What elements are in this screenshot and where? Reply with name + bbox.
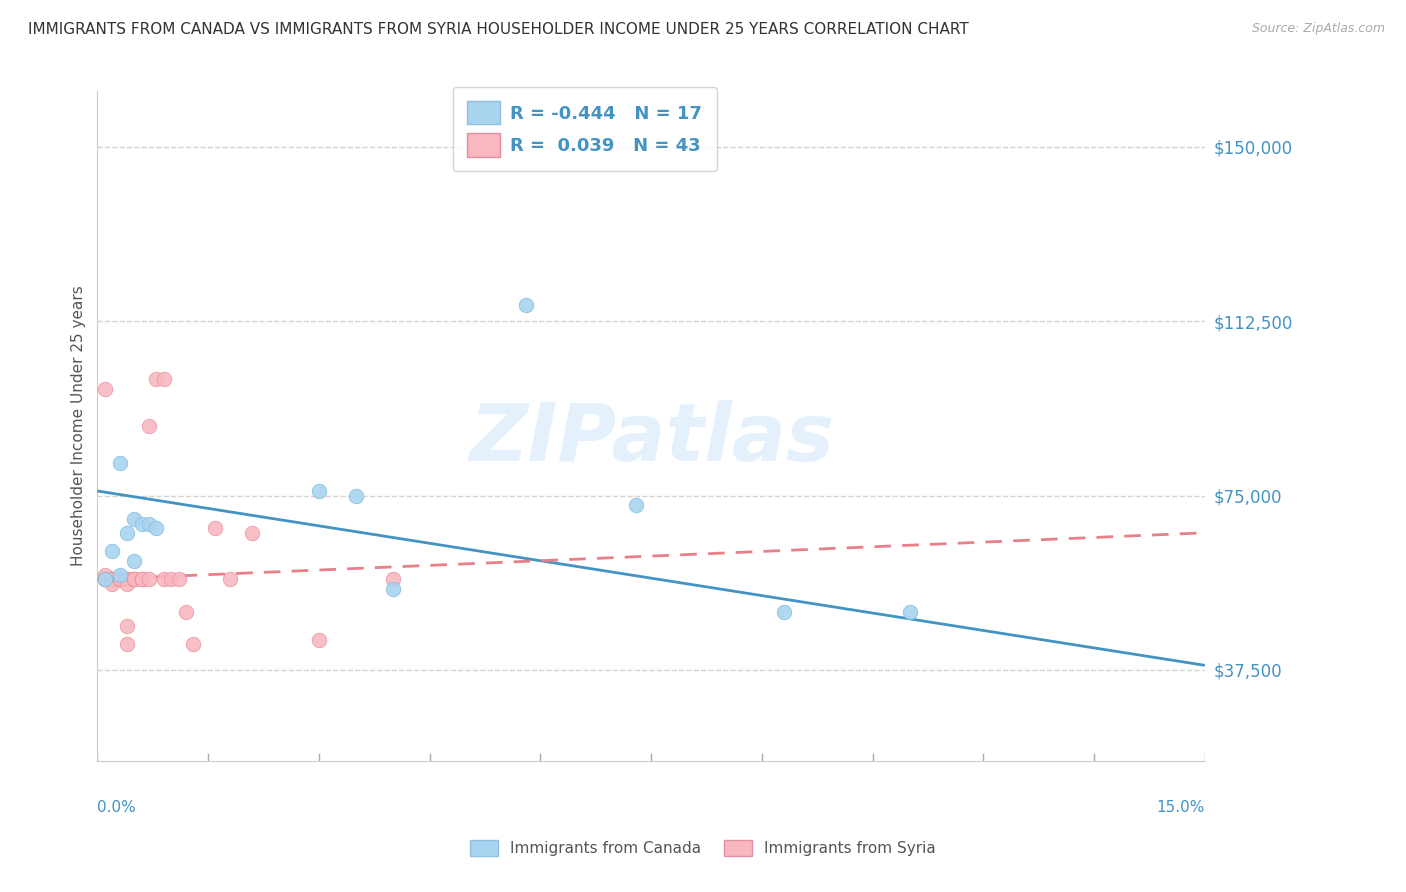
Point: [138, 418, 160, 433]
Point: [93, 572, 115, 586]
Point: [167, 572, 190, 586]
Point: [204, 521, 226, 535]
Point: [101, 572, 124, 586]
Point: [115, 525, 138, 540]
Point: [115, 572, 138, 586]
Point: [381, 582, 404, 596]
Point: [183, 637, 205, 651]
Point: [122, 572, 145, 586]
Point: [898, 605, 921, 619]
Point: [344, 489, 367, 503]
Point: [115, 619, 138, 633]
Point: [145, 521, 167, 535]
Point: [101, 577, 124, 591]
Point: [153, 372, 176, 386]
Point: [93, 382, 115, 396]
Point: [138, 572, 160, 586]
Text: 0.0%: 0.0%: [97, 799, 136, 814]
Point: [101, 572, 124, 586]
Y-axis label: Householder Income Under 25 years: Householder Income Under 25 years: [72, 285, 86, 566]
Point: [131, 572, 153, 586]
Point: [138, 516, 160, 531]
Point: [219, 572, 242, 586]
Point: [515, 298, 537, 312]
Point: [122, 554, 145, 568]
Legend: Immigrants from Canada, Immigrants from Syria: Immigrants from Canada, Immigrants from …: [464, 834, 942, 862]
Point: [115, 637, 138, 651]
Point: [93, 572, 115, 586]
Point: [108, 572, 131, 586]
Point: [108, 572, 131, 586]
Point: [626, 498, 648, 512]
Text: 15.0%: 15.0%: [1157, 799, 1205, 814]
Point: [93, 567, 115, 582]
Point: [308, 632, 330, 647]
Point: [108, 572, 131, 586]
Point: [122, 512, 145, 526]
Text: ZIPatlas: ZIPatlas: [468, 401, 834, 478]
Point: [242, 525, 264, 540]
Point: [108, 567, 131, 582]
Text: Source: ZipAtlas.com: Source: ZipAtlas.com: [1251, 22, 1385, 36]
Point: [108, 572, 131, 586]
Point: [131, 572, 153, 586]
Point: [381, 572, 404, 586]
Point: [93, 572, 115, 586]
Point: [108, 572, 131, 586]
Point: [122, 572, 145, 586]
Legend: R = -0.444   N = 17, R =  0.039   N = 43: R = -0.444 N = 17, R = 0.039 N = 43: [453, 87, 717, 171]
Point: [174, 605, 197, 619]
Point: [101, 572, 124, 586]
Point: [101, 572, 124, 586]
Point: [115, 572, 138, 586]
Point: [308, 483, 330, 498]
Point: [122, 572, 145, 586]
Point: [153, 572, 176, 586]
Point: [115, 577, 138, 591]
Point: [101, 544, 124, 558]
Point: [108, 456, 131, 470]
Point: [93, 572, 115, 586]
Point: [773, 605, 796, 619]
Point: [160, 572, 183, 586]
Point: [101, 572, 124, 586]
Text: IMMIGRANTS FROM CANADA VS IMMIGRANTS FROM SYRIA HOUSEHOLDER INCOME UNDER 25 YEAR: IMMIGRANTS FROM CANADA VS IMMIGRANTS FRO…: [28, 22, 969, 37]
Point: [131, 516, 153, 531]
Point: [115, 572, 138, 586]
Point: [145, 372, 167, 386]
Point: [131, 572, 153, 586]
Point: [122, 572, 145, 586]
